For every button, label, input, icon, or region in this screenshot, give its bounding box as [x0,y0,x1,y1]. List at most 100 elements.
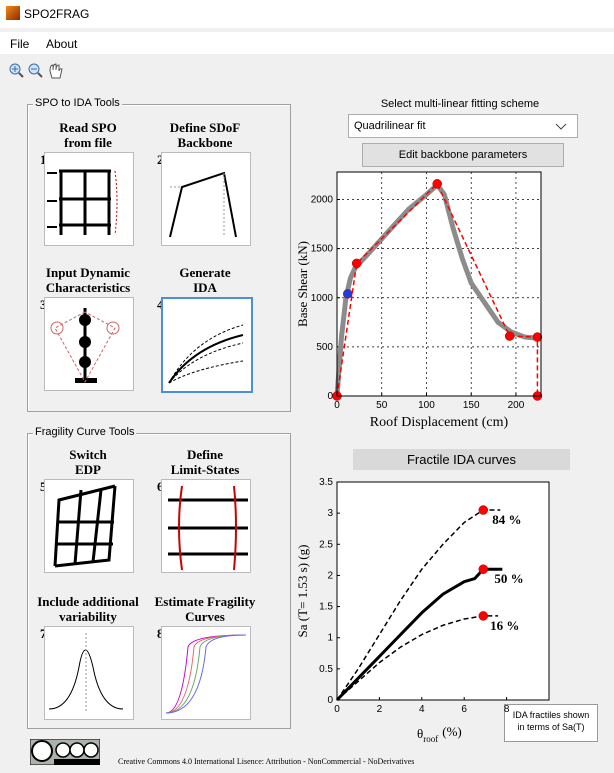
tool-label: Estimate Fragility Curves [135,594,275,624]
series-label: 50 % [494,571,523,586]
y-tick-label: 2.5 [319,539,333,550]
tool-number: 8 [157,626,164,641]
dropdown[interactable]: Quadrilinear fit [348,114,578,138]
zoom-out-button[interactable] [28,63,43,78]
tool-label-line: Define SDoF [169,120,241,135]
pan-button[interactable] [49,63,63,79]
x-tick-label: 4 [419,704,425,715]
menu-item[interactable]: About [46,37,78,51]
x-tick-label: 6 [461,704,467,715]
data-point [342,289,353,299]
zoom-in-button[interactable] [9,63,24,78]
x-tick-label: 100 [418,400,435,411]
data-line [336,615,499,701]
license-logo [30,739,100,765]
x-tick-label: 150 [463,400,480,411]
data-point [432,179,442,189]
y-axis-label: Sa (T= 1.53 s) (g) [295,545,310,638]
y-tick-label: 1.5 [319,602,333,613]
note-line: in terms of Sa(T) [517,722,585,732]
tool-label: Input Dynamic Characteristics [18,265,158,295]
button[interactable]: Fractile IDA curves [353,449,570,470]
x-axis-unit: (%) [442,724,462,739]
tool-button[interactable] [161,479,251,573]
tool-button[interactable] [44,626,134,720]
tool-button[interactable] [161,152,251,246]
toolbar [9,63,63,79]
data-line [336,509,501,701]
data-point [478,611,489,621]
series-group [335,505,503,702]
tool-button[interactable] [161,297,253,393]
y-tick-label: 0 [327,695,333,706]
tool-label: Switch EDP [18,447,158,477]
x-axis-subscript: roof [423,734,438,744]
tool-label-line: Curves [185,609,225,624]
x-tick-label: 0 [334,400,340,411]
tool-label-line: Include additional [37,594,139,609]
tool-number: 5 [40,479,47,494]
tool-label-line: Define [186,447,224,462]
tool-label-line: Switch [69,447,107,462]
y-tick-label: 1 [327,633,333,644]
tool-number: 6 [157,479,164,494]
data-line [335,567,503,702]
tool-label-line: Limit-States [170,462,240,477]
tool-label-line: variability [59,609,117,624]
tool-label-line: Input Dynamic [45,265,131,280]
y-tick-label: 1000 [311,293,334,304]
panel [27,104,291,412]
data-point [351,258,362,269]
x-axis-symbol: θ [417,726,423,741]
y-tick-label: 3 [327,508,333,519]
tool-label: Generate IDA [135,265,275,295]
plot-frame [336,481,550,701]
tool-label-line: EDP [75,462,101,477]
data-point [504,331,515,341]
x-axis-label: Roof Displacement (cm) [370,415,509,430]
title-bar: SPO2FRAG [0,0,614,28]
data-line [334,182,536,397]
note-line: IDA fractiles shown [512,710,590,720]
y-tick-label: 1500 [311,244,334,255]
tool-label: Define Limit-States [135,447,275,477]
y-axis-label: Base Shear (kN) [295,241,310,327]
tool-label-line: Characteristics [45,280,131,295]
menu-bar: File About [0,32,614,54]
x-tick-label: 2 [377,704,383,715]
tool-number: 3 [40,297,47,312]
y-tick-label: 2 [327,570,333,581]
y-tick-label: 0.5 [319,664,333,675]
button[interactable]: Edit backbone parameters [362,143,564,167]
tool-label: Define SDoF Backbone [135,120,275,150]
tool-number: 4 [157,297,164,312]
dropdown-label: Select multi-linear fitting scheme [380,98,540,110]
tool-button[interactable] [44,297,134,391]
tool-label-line: Estimate Fragility [154,594,256,609]
tool-button[interactable] [161,626,251,720]
tool-label-line: from file [64,135,112,150]
series-label: 84 % [492,512,521,527]
x-tick-label: 0 [334,704,340,715]
plot-frame [336,171,542,397]
tool-label-line: Generate [179,265,231,280]
y-tick-label: 2000 [311,195,334,206]
menu-item[interactable]: File [10,37,30,51]
y-tick-label: 0 [327,391,333,402]
panel [27,433,291,729]
series-group [332,179,543,401]
y-tick-label: 500 [316,342,333,353]
plot-area [337,172,541,396]
tool-number: 1 [40,152,47,167]
data-point [332,391,342,401]
window-title: SPO2FRAG [24,7,90,21]
panel-title: Fragility Curve Tools [33,426,137,438]
plot-area [337,482,549,700]
note-box: IDA fractiles shown in terms of Sa(T) [504,704,598,742]
y-tick-label: 3.5 [319,477,333,488]
tool-label: Read SPO from file [18,120,158,150]
data-line [336,183,539,397]
tool-button[interactable] [44,152,134,246]
tool-button[interactable] [44,479,134,573]
